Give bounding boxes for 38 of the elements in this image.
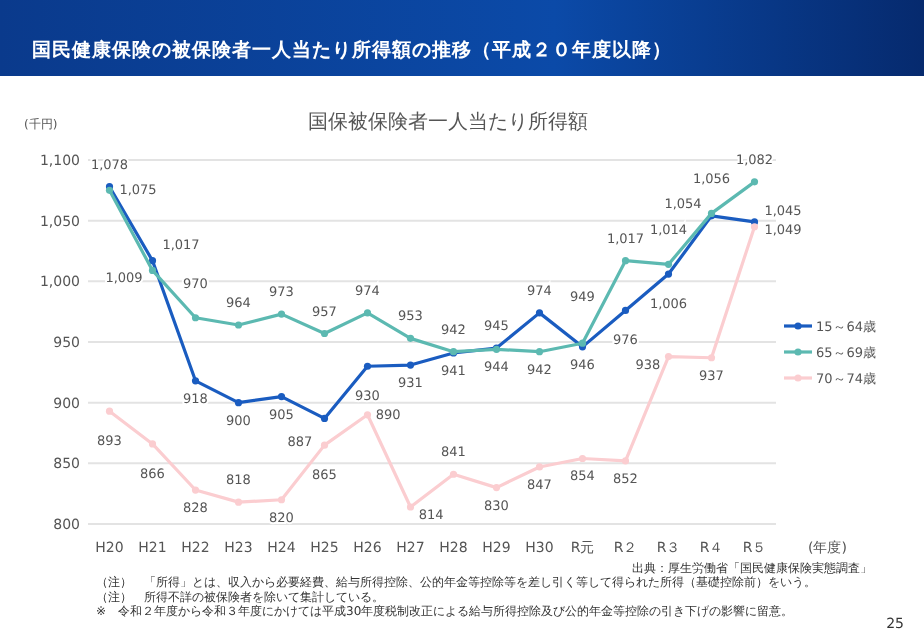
point bbox=[277, 310, 286, 318]
point bbox=[621, 306, 630, 315]
point bbox=[621, 457, 630, 465]
point bbox=[148, 440, 157, 448]
point bbox=[750, 223, 759, 231]
point bbox=[535, 309, 544, 317]
point bbox=[191, 486, 200, 494]
point bbox=[707, 354, 716, 362]
point bbox=[148, 266, 157, 275]
point bbox=[406, 361, 415, 369]
point bbox=[234, 498, 243, 506]
point bbox=[234, 321, 243, 329]
point bbox=[234, 399, 243, 407]
point bbox=[621, 257, 630, 265]
point bbox=[320, 329, 329, 338]
point bbox=[191, 377, 200, 385]
point bbox=[363, 411, 372, 419]
point bbox=[363, 362, 372, 370]
point bbox=[664, 270, 673, 278]
point bbox=[578, 454, 587, 463]
point bbox=[277, 393, 286, 401]
point bbox=[492, 484, 501, 492]
point bbox=[664, 352, 673, 361]
point bbox=[449, 470, 458, 478]
point bbox=[277, 496, 286, 504]
point bbox=[320, 414, 329, 423]
point bbox=[363, 309, 372, 317]
chart-title: 国民健康保険の被保険者一人当たり所得額の推移（平成２０年度以降） bbox=[32, 38, 672, 62]
point bbox=[535, 463, 544, 471]
point bbox=[664, 260, 673, 268]
point bbox=[191, 314, 200, 322]
point bbox=[148, 257, 157, 265]
point bbox=[320, 441, 329, 449]
point bbox=[406, 503, 415, 511]
chart-subtitle: 国保被保険者一人当たり所得額 bbox=[308, 110, 588, 134]
point bbox=[535, 348, 544, 356]
point bbox=[750, 178, 759, 186]
point bbox=[406, 334, 415, 342]
